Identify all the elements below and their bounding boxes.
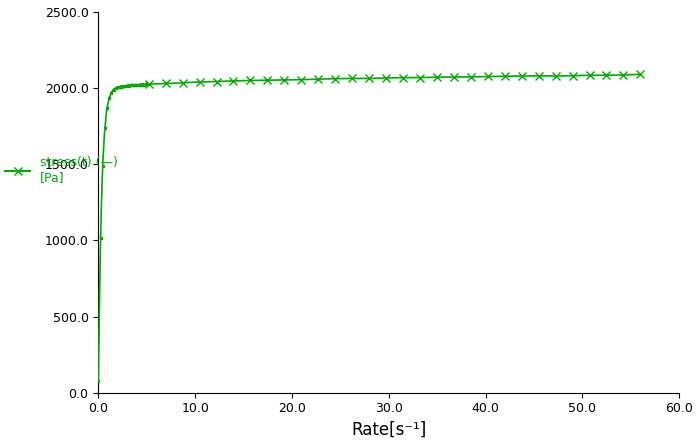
- X-axis label: Rate[s⁻¹]: Rate[s⁻¹]: [351, 421, 426, 439]
- Legend: stress(t) (—)
[Pa]: stress(t) (—) [Pa]: [0, 152, 123, 190]
